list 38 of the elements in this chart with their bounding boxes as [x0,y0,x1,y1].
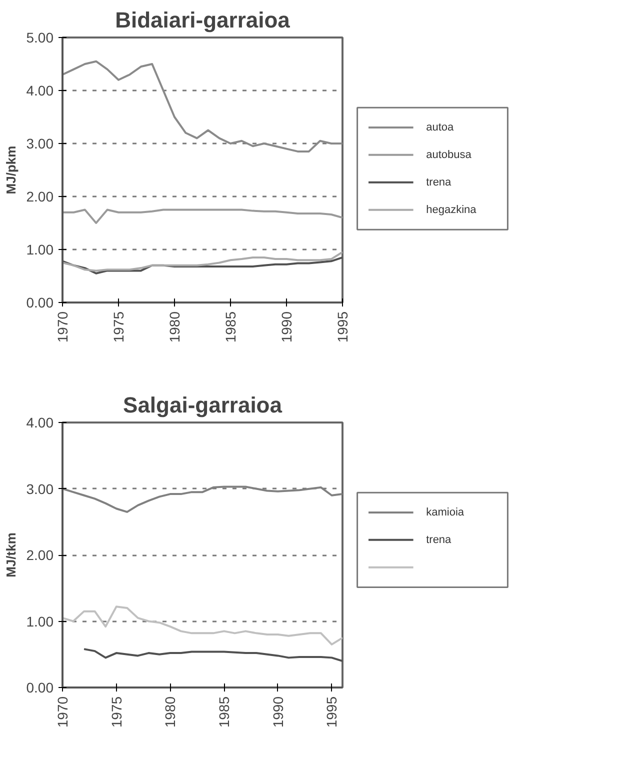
y-tick-label: 2.00 [26,188,54,204]
y-axis-title: MJ/tkm [3,532,18,578]
x-tick-label: 1990 [270,696,286,728]
x-tick-label: 1985 [216,696,232,728]
y-tick-label: 3.00 [26,480,54,497]
legend-label: autobusa [426,148,472,161]
x-tick-label: 1995 [324,696,340,728]
legend-label: kamioia [426,506,465,518]
x-tick-label: 1975 [110,311,126,343]
y-tick-label: 5.00 [26,30,54,46]
chart-title: Bidaiari-garraioa [115,8,291,32]
y-tick-label: 1.00 [26,613,54,630]
y-tick-label: 3.00 [26,136,54,152]
x-tick-label: 1985 [222,311,238,343]
chart-title: Salgai-garraioa [123,392,283,418]
line-series [83,648,342,662]
legend-label: trena [426,176,452,188]
legend-label: trena [426,534,452,546]
y-axis-title: MJ/pkm [3,146,18,194]
y-tick-label: 4.00 [26,82,54,98]
y-tick-label: 2.00 [26,547,54,563]
y-tick-label: 0.00 [26,680,54,696]
y-tick-label: 0.00 [26,294,54,310]
line-series [62,606,342,646]
y-tick-label: 4.00 [26,414,54,430]
x-tick-label: 1980 [162,696,178,728]
legend-label: autoa [426,121,455,134]
x-tick-label: 1975 [108,696,124,728]
y-tick-label: 1.00 [26,242,54,258]
line-series [62,208,342,224]
x-tick-label: 1995 [334,311,350,343]
x-tick-label: 1970 [54,311,70,343]
x-tick-label: 1970 [54,696,70,728]
line-series [62,60,342,152]
x-tick-label: 1990 [278,311,294,343]
legend-label: hegazkina [426,204,478,216]
x-tick-label: 1980 [166,311,182,343]
line-series [62,251,342,272]
